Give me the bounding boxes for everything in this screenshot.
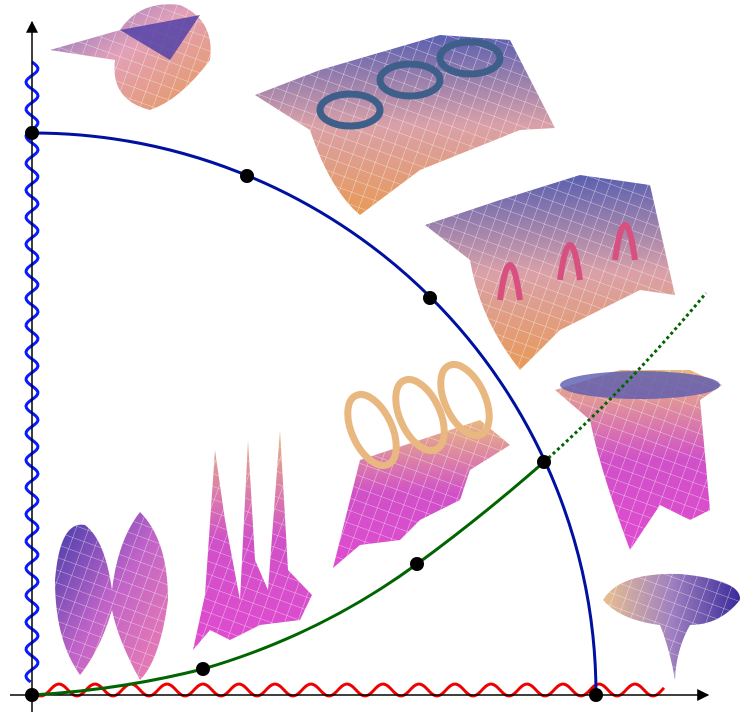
surfaces [50, 4, 741, 680]
surface-3 [425, 175, 675, 370]
surface-5 [603, 573, 741, 680]
surface-4 [555, 370, 722, 550]
surface-2 [255, 35, 555, 215]
dot [196, 662, 210, 676]
dot [423, 291, 437, 305]
dot [240, 169, 254, 183]
dot [410, 557, 424, 571]
green-curve-dotted [542, 292, 708, 464]
dot [589, 688, 603, 702]
dots [25, 126, 603, 702]
red-wave [30, 682, 666, 698]
surface-1 [50, 4, 211, 110]
dot [537, 455, 551, 469]
dot [25, 688, 39, 702]
dot [25, 126, 39, 140]
surface-7 [193, 430, 312, 650]
surface-6 [55, 512, 168, 680]
green-curve [31, 460, 545, 697]
surface-8 [333, 361, 510, 568]
